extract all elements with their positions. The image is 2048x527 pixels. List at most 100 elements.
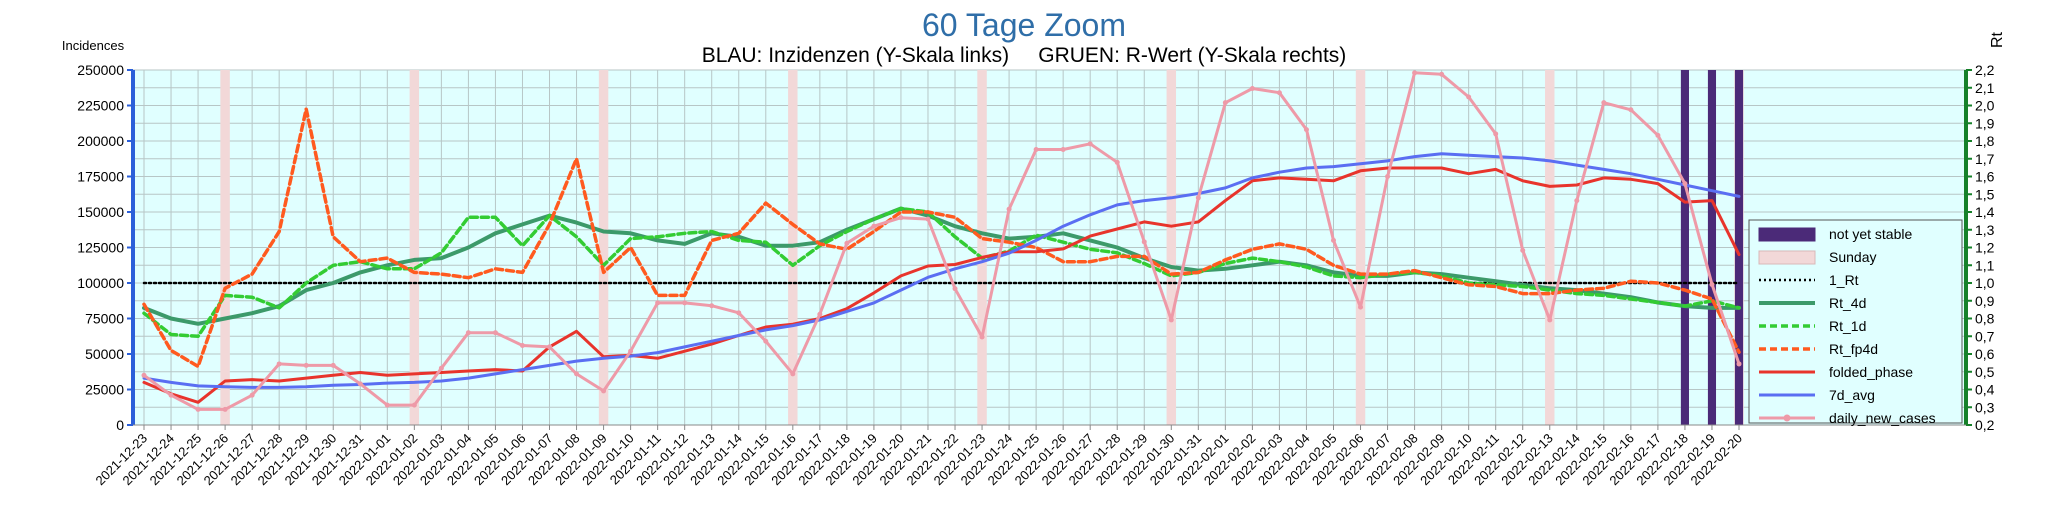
data-point [1033,147,1039,153]
data-point [1466,94,1472,100]
legend-label: folded_phase [1829,364,1913,380]
data-point [438,365,444,371]
data-point [574,371,580,377]
y-tick-label-left: 175000 [77,169,124,185]
data-point [1303,127,1309,133]
legend-item: 1_Rt [1759,272,1859,288]
data-point [1682,181,1688,187]
data-point [1249,85,1255,91]
data-point [952,286,958,292]
data-point [736,310,742,316]
y-tick-label-right: 2,1 [1975,80,1995,96]
series-lines [141,70,1742,412]
y-tick-label-right: 1,1 [1975,257,1995,273]
sunday-band [977,70,987,425]
data-point [817,311,823,317]
y-tick-label-left: 0 [116,417,124,433]
y-tick-label-left: 200000 [77,133,124,149]
data-point [790,371,796,377]
data-point [222,406,228,412]
data-point [1574,198,1580,204]
data-point [1628,107,1634,113]
legend-label: Rt_fp4d [1829,341,1878,357]
y-tick-label-right: 1,4 [1975,204,1995,220]
data-point [492,330,498,336]
y-tick-label-right: 0,8 [1975,311,1995,327]
chart-subtitle: BLAU: Inzidenzen (Y-Skala links) GRUEN: … [702,44,1347,67]
y-tick-label-right: 0,3 [1975,399,1995,415]
data-point [1493,131,1499,137]
data-point [1006,206,1012,212]
y-tick-label-left: 150000 [77,204,124,220]
not-yet-stable-band [1680,70,1689,425]
legend-item: folded_phase [1759,364,1913,380]
series-line-rt-4d [142,206,1741,326]
not-yet-stable-band [1707,70,1717,425]
y-tick-label-left: 225000 [77,98,124,114]
data-point [1547,317,1553,323]
y-tick-label-left: 125000 [77,240,124,256]
legend-item: Rt_4d [1759,295,1866,311]
data-point [844,240,850,246]
data-point [1709,281,1715,287]
data-point [1358,304,1364,310]
sunday-band [220,70,230,425]
legend-label: Rt_1d [1829,318,1866,334]
y-tick-label-right: 0,2 [1975,417,1995,433]
legend-label: Rt_4d [1829,295,1866,311]
series-line-daily-new-cases [142,71,1741,411]
series-line-rt-fp4d [142,107,1741,369]
data-point [1222,100,1228,106]
data-point [655,300,661,306]
data-point [141,372,147,378]
legend-swatch [1758,250,1816,265]
data-point [628,348,634,354]
data-point [519,342,525,348]
series-line-folded-phase [142,166,1741,404]
legend-item: not yet stable [1758,226,1912,242]
data-point [601,388,607,394]
data-point [1114,159,1120,165]
data-point [1060,147,1066,153]
legend-label: not yet stable [1829,226,1912,242]
grid-lines [133,69,1966,426]
y-tick-label-right: 1,0 [1975,275,1995,291]
sunday-band [409,70,420,425]
not-yet-stable-band [1734,70,1744,425]
y-tick-label-left: 100000 [77,275,124,291]
y-tick-label-right: 0,4 [1975,382,1995,398]
legend-label: daily_new_cases [1829,410,1936,426]
data-point [1195,195,1201,201]
y-tick-label-left: 75000 [85,311,124,327]
y-tick-label-right: 0,6 [1975,346,1995,362]
data-point [411,402,417,408]
series-line-7d-avg [142,152,1741,389]
y-tick-label-right: 1,8 [1975,133,1995,149]
data-point [871,223,877,229]
y-tick-label-right: 2,0 [1975,98,1995,114]
data-point [763,338,769,344]
data-point [709,303,715,309]
data-point [979,334,985,340]
data-point [1385,174,1391,179]
y-tick-label-right: 1,6 [1975,169,1995,185]
sunday-band [1355,70,1366,425]
legend-item: daily_new_cases [1759,410,1936,426]
data-point [1276,90,1282,96]
legend-marker [1783,414,1791,422]
legend-item: Sunday [1758,249,1876,265]
data-point [357,381,363,387]
data-point [1141,239,1147,245]
legend-label: 1_Rt [1829,272,1859,288]
y-tick-label-right: 1,7 [1975,151,1995,167]
data-point [1168,317,1174,323]
data-point [465,330,471,336]
data-point [925,216,931,222]
legend-swatch [1758,227,1816,242]
y-tick-label-left: 50000 [85,346,124,362]
data-point [330,362,336,368]
chart-title: 60 Tage Zoom [922,7,1126,43]
legend-item: 7d_avg [1759,387,1875,403]
data-point [1439,71,1445,77]
